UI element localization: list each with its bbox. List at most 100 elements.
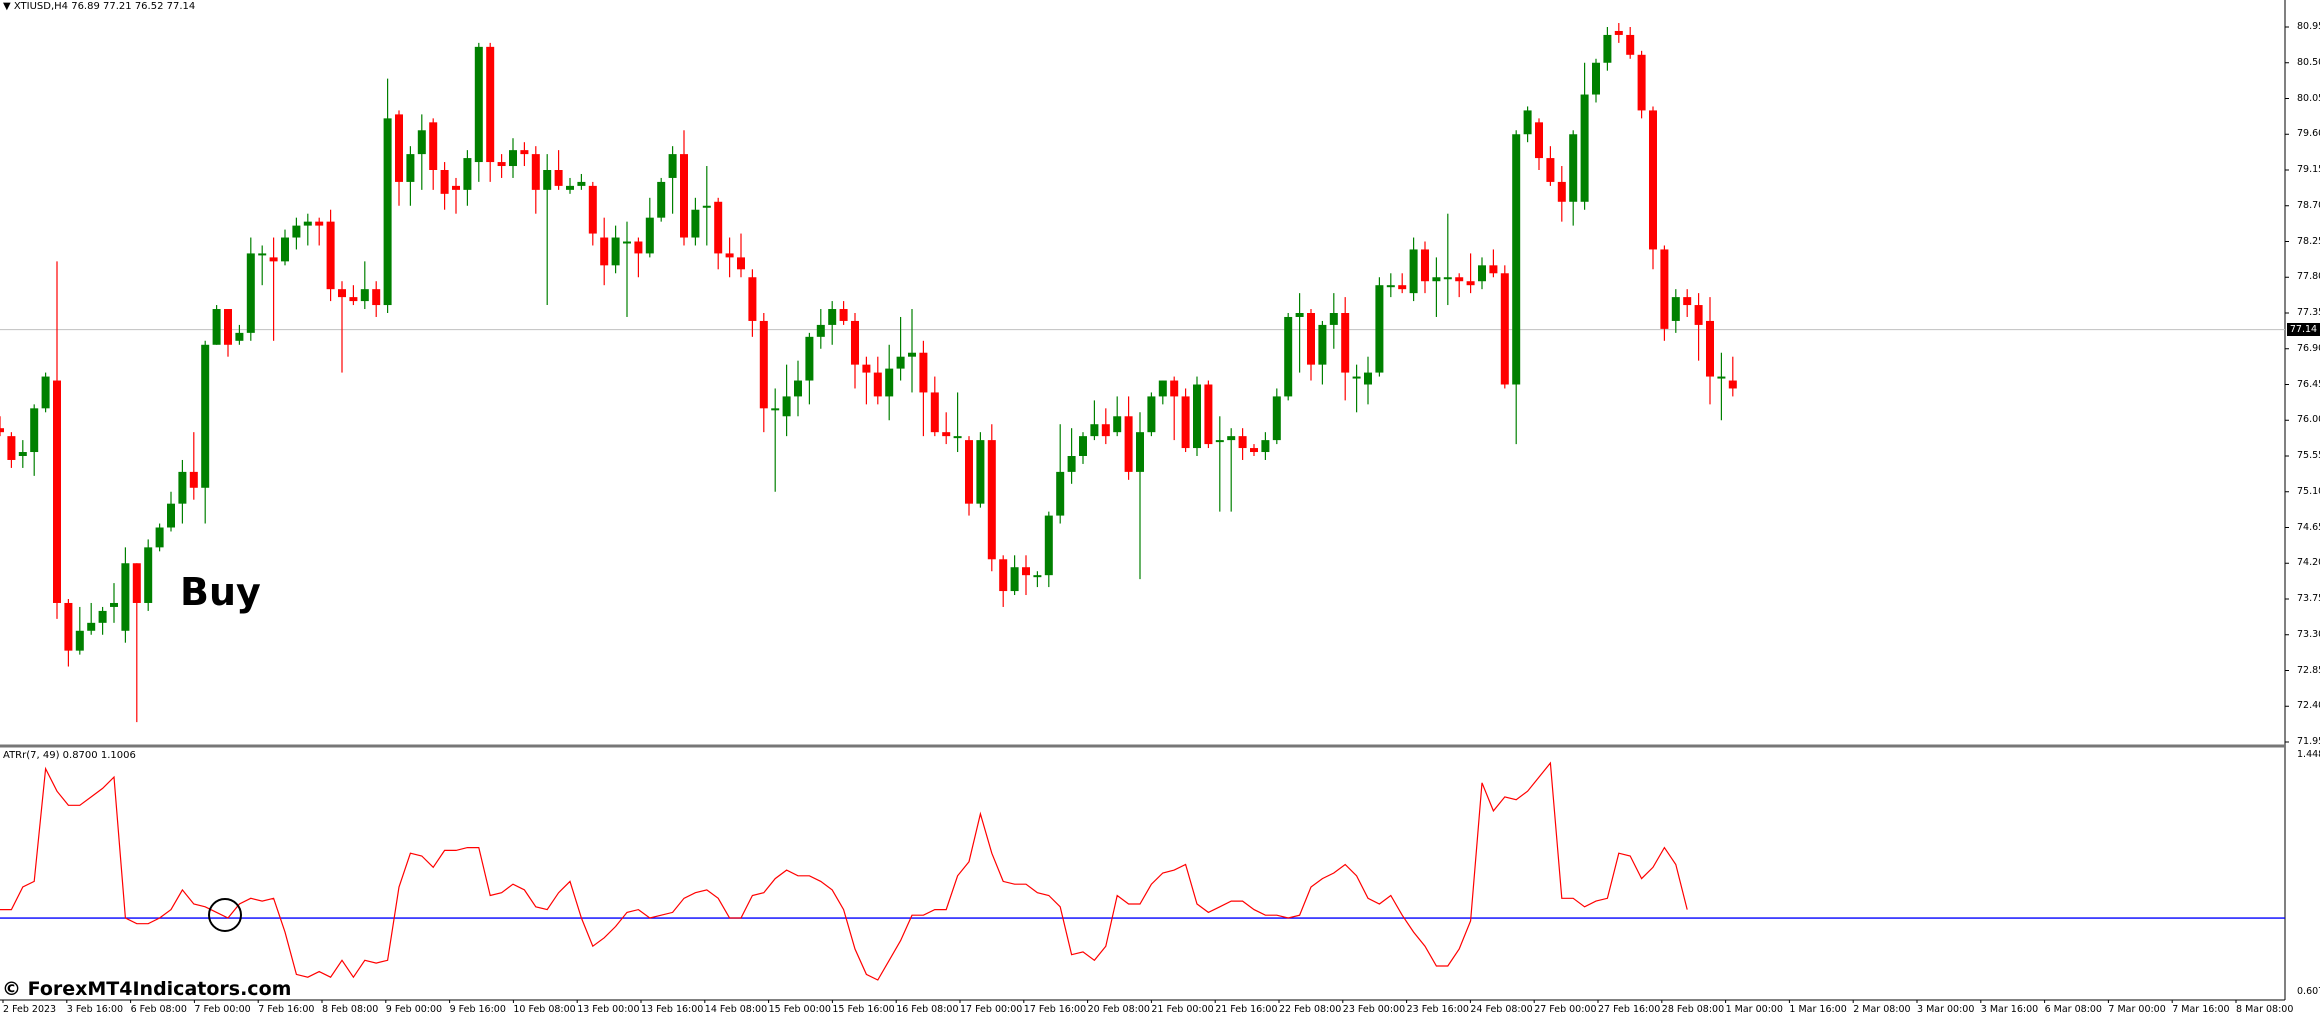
candle-body	[372, 289, 381, 306]
candle	[714, 197, 723, 270]
candle-body	[566, 185, 574, 190]
price-tick-label: 76.00	[2297, 414, 2320, 426]
time-tick-label: 3 Feb 16:00	[66, 1004, 124, 1015]
candle-body	[1193, 384, 1201, 449]
candle-body	[1398, 285, 1407, 290]
candle	[509, 138, 517, 178]
candle-body	[1352, 376, 1361, 379]
candle	[987, 424, 996, 572]
candle	[292, 217, 301, 250]
candle	[1170, 376, 1179, 441]
candle-body	[303, 221, 312, 226]
candle	[1101, 408, 1110, 445]
time-tick-label: 9 Feb 16:00	[449, 1004, 506, 1015]
candle	[53, 261, 61, 619]
candle-body	[1158, 380, 1167, 397]
candle-body	[657, 181, 666, 218]
candle-body	[258, 253, 267, 256]
price-tick-label: 79.15	[2297, 164, 2320, 175]
candle-body	[18, 452, 27, 456]
candle-body	[668, 154, 677, 178]
candle-body	[748, 277, 757, 321]
candle-body	[1478, 265, 1486, 282]
candle-body	[1386, 285, 1395, 288]
price-tick-label: 77.35	[2297, 307, 2320, 318]
candle	[1352, 364, 1361, 413]
candle	[1432, 257, 1441, 317]
time-tick-label: 2 Feb 2023	[3, 1004, 57, 1015]
candle-body	[1546, 158, 1555, 182]
candle-body	[1694, 305, 1703, 325]
candle-body	[543, 170, 552, 190]
candle-body	[816, 324, 825, 337]
candle	[1079, 432, 1087, 464]
candle	[759, 313, 768, 433]
candle	[258, 245, 267, 286]
candle	[212, 305, 221, 345]
candle	[645, 197, 654, 258]
candle	[64, 599, 73, 667]
price-tick-label: 72.40	[2297, 700, 2320, 712]
candle-body	[1010, 567, 1019, 592]
candle	[1546, 146, 1555, 186]
candle-body	[851, 320, 859, 365]
candle-body	[1592, 62, 1600, 95]
candle-body	[1295, 313, 1304, 317]
price-tick-label: 74.65	[2297, 521, 2320, 533]
candle-body	[885, 368, 894, 397]
candle	[588, 181, 597, 246]
candle	[440, 162, 449, 210]
time-tick-label: 6 Feb 08:00	[130, 1004, 187, 1015]
candle	[1614, 23, 1623, 43]
candle-body	[805, 336, 814, 381]
candle-body	[520, 150, 529, 155]
candle-body	[828, 309, 837, 325]
candle	[965, 436, 973, 516]
candle	[269, 237, 278, 341]
candle-body	[53, 380, 61, 603]
candle	[520, 142, 529, 167]
candle-body	[611, 237, 620, 266]
time-tick-label: 23 Feb 00:00	[1342, 1004, 1406, 1015]
candle	[976, 432, 985, 508]
chart-frame	[0, 0, 2289, 1003]
candle	[1649, 106, 1657, 270]
candle	[1717, 352, 1726, 421]
price-tick-label: 73.75	[2297, 593, 2320, 604]
time-tick-label: 7 Mar 00:00	[2108, 1004, 2166, 1015]
candle-body	[87, 622, 96, 631]
candle-body	[224, 309, 232, 345]
candle	[41, 372, 50, 413]
candle-body	[1569, 134, 1578, 202]
candle	[429, 118, 438, 190]
time-tick-label: 13 Feb 16:00	[641, 1004, 704, 1015]
atr-indicator	[0, 761, 2285, 981]
candle-body	[908, 352, 916, 357]
candle	[1124, 396, 1133, 480]
candle	[1512, 130, 1521, 445]
candle-body	[474, 46, 483, 163]
candle	[1443, 213, 1452, 306]
candle	[1478, 257, 1486, 290]
time-tick-label: 13 Feb 00:00	[577, 1004, 640, 1015]
price-tick-label: 76.90	[2297, 342, 2320, 354]
candle	[1455, 273, 1464, 298]
candle-body	[873, 372, 882, 397]
candle-body	[1329, 313, 1338, 325]
candle-body	[953, 436, 962, 439]
candle-body	[1307, 313, 1315, 365]
candle	[372, 281, 381, 317]
candle	[1592, 58, 1600, 103]
candle-body	[144, 547, 153, 603]
candle	[737, 233, 745, 278]
candle-body	[509, 150, 517, 167]
candle-body	[1649, 110, 1657, 250]
candle-body	[645, 217, 654, 254]
candle	[1683, 289, 1692, 317]
candle	[235, 324, 244, 345]
candle	[497, 154, 506, 178]
candle	[1056, 424, 1065, 524]
candle	[30, 404, 39, 476]
price-tick-label: 74.20	[2297, 557, 2320, 569]
